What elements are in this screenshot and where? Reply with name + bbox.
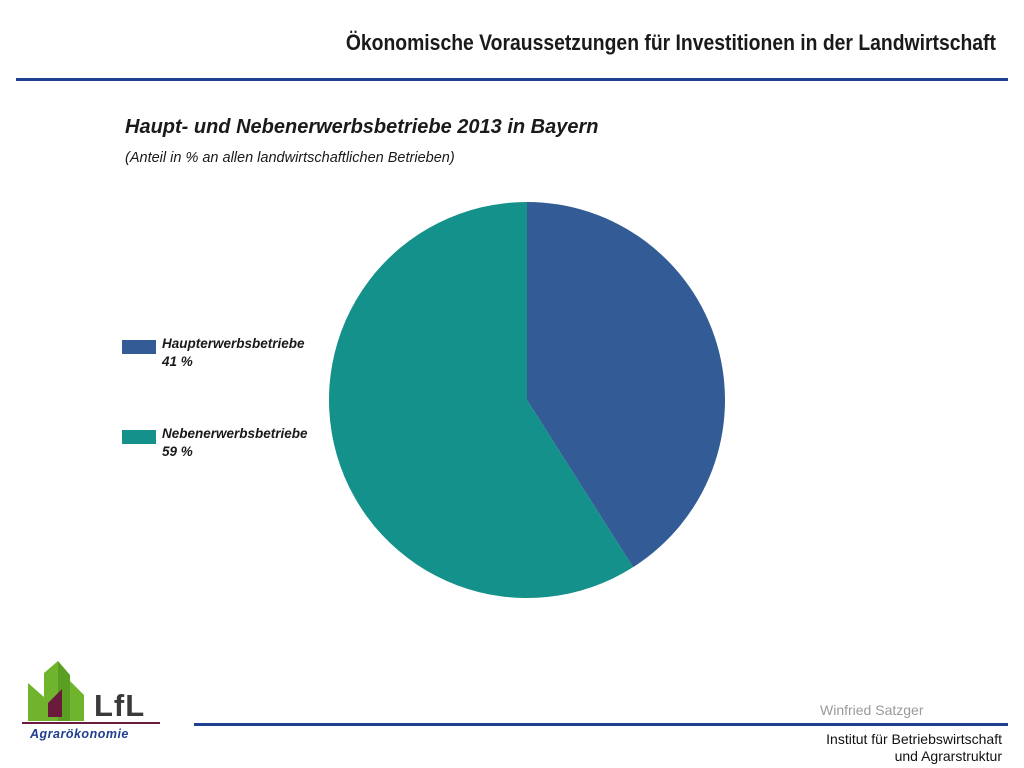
pie-slice-haupterwerbsbetriebe xyxy=(527,202,725,568)
logo-subtitle: Agrarökonomie xyxy=(30,727,129,741)
legend-swatch-haupterwerbsbetriebe xyxy=(122,340,156,354)
author-name: Winfried Satzger xyxy=(820,702,924,718)
leaf-logo-icon xyxy=(28,661,84,721)
pie-chart xyxy=(329,202,725,598)
chart-subtitle: (Anteil in % an allen landwirtschaftlich… xyxy=(125,150,455,166)
institute-line-2: und Agrarstruktur xyxy=(894,748,1002,764)
title-divider xyxy=(16,78,1008,81)
institute-line-1: Institut für Betriebswirtschaft xyxy=(826,731,1002,747)
legend-label-haupterwerbsbetriebe: Haupterwerbsbetriebe xyxy=(162,336,305,351)
chart-title: Haupt- und Nebenerwerbsbetriebe 2013 in … xyxy=(125,116,599,138)
legend-swatch-nebenerwerbsbetriebe xyxy=(122,430,156,444)
legend-label-nebenerwerbsbetriebe: Nebenerwerbsbetriebe xyxy=(162,426,308,441)
lfl-logo: LfL Agrarökonomie xyxy=(20,655,160,745)
slide-title: Ökonomische Voraussetzungen für Investit… xyxy=(345,30,996,55)
institute-name: Institut für Betriebswirtschaft und Agra… xyxy=(826,731,1002,765)
logo-divider xyxy=(22,722,160,724)
legend-value-nebenerwerbsbetriebe: 59 % xyxy=(162,444,193,459)
legend-value-haupterwerbsbetriebe: 41 % xyxy=(162,354,193,369)
footer-divider xyxy=(194,723,1008,726)
pie-slice-nebenerwerbsbetriebe xyxy=(329,202,634,598)
logo-wordmark: LfL xyxy=(94,688,146,723)
